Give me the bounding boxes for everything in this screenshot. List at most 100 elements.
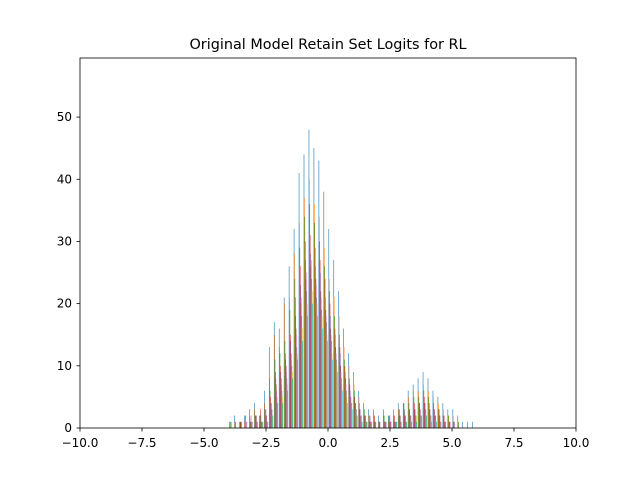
histogram-bar [361,421,363,428]
histogram-bar [458,421,459,428]
histogram-bar [280,365,281,428]
x-tick-label: −10.0 [62,436,99,450]
y-tick-label: 40 [57,172,72,186]
histogram-bar [261,421,263,428]
histogram-bar [452,415,454,428]
histogram-bar [332,359,333,428]
histogram-bar [445,421,446,428]
histogram-bar [365,421,367,428]
histogram-bar [316,297,317,428]
histogram-bar [330,316,331,428]
histogram-bar [305,260,306,428]
histogram-bar [277,403,278,428]
histogram-bar [388,421,390,428]
histogram-bar [425,409,426,428]
histogram-bar [294,278,296,428]
histogram-bar [364,409,365,428]
histogram-bar [410,415,411,428]
histogram-bar [284,340,286,428]
histogram-bar [410,415,412,428]
y-tick-label: 30 [57,234,72,248]
histogram-bar [409,409,410,428]
y-tick-label: 0 [64,421,72,435]
histogram-bar [375,421,377,428]
histogram-bar [334,316,335,428]
histogram-bar [409,415,411,428]
histogram-bar [325,316,327,428]
histogram-bar [398,409,399,428]
histogram-bar [406,421,408,428]
histogram-bar [274,334,275,428]
histogram-bar [449,421,450,428]
histogram-bar [336,359,337,428]
histogram-bar [269,390,271,428]
histogram-bar [318,160,320,429]
histogram-bar [304,241,306,428]
histogram-bar [447,415,449,428]
histogram-bar [321,309,322,428]
histogram-bar [301,297,302,428]
histogram-bar [314,247,316,428]
histogram-bar [351,403,353,428]
histogram-bar [259,415,260,428]
histogram-bar [395,421,397,428]
x-tick-label: 2.5 [380,436,399,450]
histogram-bar [296,353,298,428]
histogram-bar [379,421,380,428]
histogram-bar [320,291,322,428]
histogram-bar [281,390,283,428]
histogram-bar [285,359,287,428]
histogram-bar [346,403,348,428]
histogram-bar [344,372,346,428]
histogram-bar [314,204,315,428]
histogram-bar [435,415,437,428]
histogram-bar [428,390,429,428]
histogram-bar [426,415,427,428]
histogram-bar [260,415,262,428]
histogram-bar [270,403,272,428]
histogram-bar [267,421,268,428]
histogram-bar [229,421,230,428]
histogram-bar [311,291,313,428]
histogram-bar [230,421,231,428]
histogram-bar [363,409,365,428]
histogram-bar [340,365,341,428]
histogram-bar [331,340,332,428]
histogram-bar [291,372,293,428]
histogram-bar [330,334,332,428]
histogram-bar [313,148,315,429]
histogram-bar [299,247,301,428]
histogram-bar [356,415,358,428]
histogram-bar [434,415,436,428]
histogram-bar [422,372,424,428]
histogram-bar [311,260,312,428]
histogram-bar [291,365,293,428]
histogram-bar [259,415,261,428]
histogram-bar [270,403,272,428]
histogram-bar [280,378,282,428]
histogram-bar [402,403,404,428]
histogram-bar [457,421,459,428]
histogram-bar [278,328,280,428]
histogram-bar [276,396,278,428]
histogram-bar [414,409,416,428]
histogram-bar [297,359,298,428]
histogram-bar [326,322,327,428]
histogram-bar [405,415,406,428]
histogram-bar [370,421,371,428]
histogram-bar [266,415,267,428]
histogram-bar [415,415,416,428]
histogram-bar [368,409,369,428]
histogram-bar [361,415,362,428]
histogram-bar [274,359,276,428]
histogram-bar [374,421,376,428]
histogram-bar [343,328,344,428]
histogram-bar [348,353,349,428]
histogram-bar [436,421,437,428]
histogram-bar [234,415,235,428]
histogram-bar [264,390,265,428]
histogram-bar [389,415,391,428]
histogram-bar [301,316,303,428]
